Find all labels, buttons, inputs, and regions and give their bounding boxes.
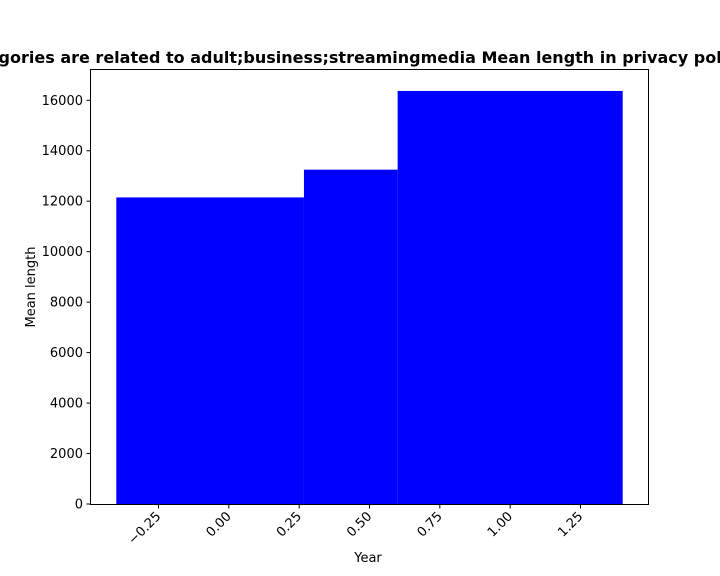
x-axis: −0.25 0.00 0.25 0.50 0.75 1.00 1.25	[126, 504, 586, 548]
y-tick-label: 6000	[50, 346, 83, 361]
y-tick-label: 10000	[42, 245, 83, 260]
y-tick-label: 0	[75, 498, 83, 513]
x-tick-label: −0.25	[126, 509, 165, 548]
chart-title: Categories are related to adult;business…	[0, 48, 720, 67]
bar-1	[116, 197, 304, 504]
y-tick-label: 2000	[50, 447, 83, 462]
y-tick-label: 14000	[42, 144, 83, 159]
x-tick-label: 0.25	[274, 509, 305, 540]
x-tick-label: 1.25	[555, 509, 586, 540]
y-tick-label: 12000	[42, 195, 83, 210]
x-tick-label: 0.00	[204, 509, 235, 540]
bar-2	[303, 169, 398, 504]
bars-group	[116, 90, 623, 504]
bar-3	[397, 90, 623, 504]
x-tick-label: 0.75	[415, 509, 446, 540]
x-tick-label: 0.50	[344, 509, 375, 540]
y-axis: 0 2000 4000 6000 8000 10000 12000 14000 16000	[42, 94, 91, 513]
y-tick-label: 16000	[42, 94, 83, 109]
y-tick-label: 4000	[50, 397, 83, 412]
x-axis-label: Year	[353, 551, 382, 566]
x-tick-label: 1.00	[485, 509, 516, 540]
y-tick-label: 8000	[50, 296, 83, 311]
y-axis-label: Mean length	[24, 247, 39, 328]
